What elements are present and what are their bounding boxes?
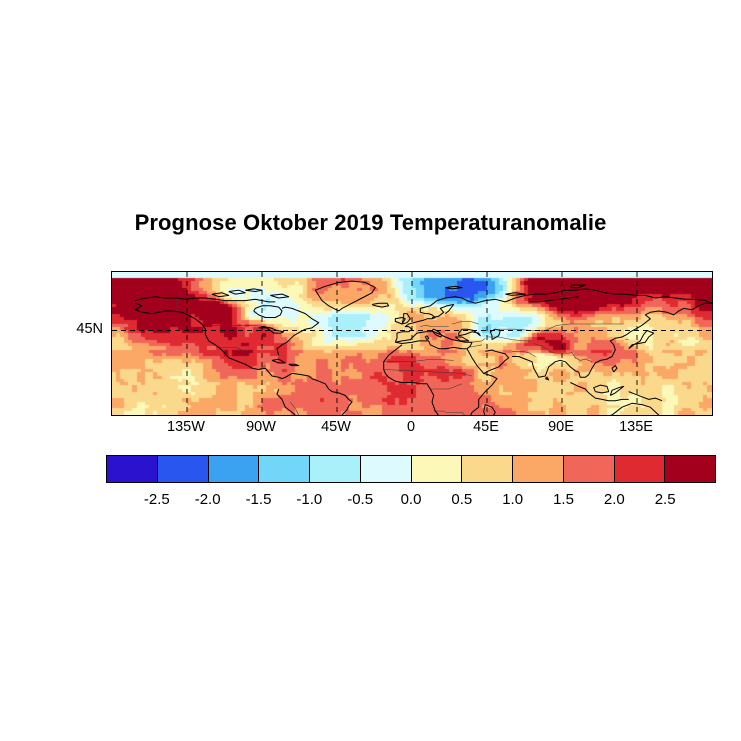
map-clip bbox=[112, 272, 712, 415]
longitude-tick-0: 0 bbox=[406, 419, 416, 435]
colorbar-label-1.5: 1.5 bbox=[553, 491, 574, 508]
colorbar-swatch-6 bbox=[411, 456, 463, 482]
colorbar-label--0.5: -0.5 bbox=[347, 491, 374, 508]
colorbar-label-0.5: 0.5 bbox=[451, 491, 473, 508]
colorbar-swatch-1 bbox=[157, 456, 209, 482]
colorbar-label--1.0: -1.0 bbox=[296, 491, 323, 508]
colorbar-label-2.5: 2.5 bbox=[654, 491, 676, 508]
longitude-tick-135W: 135W bbox=[167, 419, 205, 435]
colorbar-swatch-11 bbox=[665, 456, 715, 482]
latitude-tick-45N: 45N bbox=[76, 320, 103, 337]
map-plot-area bbox=[111, 271, 713, 416]
colorbar-swatch-3 bbox=[259, 456, 310, 482]
colorbar-swatch-7 bbox=[462, 456, 513, 482]
colorbar-label--2.0: -2.0 bbox=[194, 491, 221, 508]
colorbar-label--1.5: -1.5 bbox=[245, 491, 272, 508]
colorbar-label--2.5: -2.5 bbox=[143, 491, 170, 508]
colorbar-label-0.0: 0.0 bbox=[400, 491, 422, 508]
colorbar-swatch-2 bbox=[208, 456, 260, 482]
longitude-tick-135E: 135E bbox=[619, 419, 653, 435]
graticule-overlay bbox=[112, 272, 712, 415]
colorbar-label-2.0: 2.0 bbox=[603, 491, 625, 508]
colorbar bbox=[106, 455, 716, 483]
colorbar-swatch-5 bbox=[360, 456, 412, 482]
coastline-overlay bbox=[134, 280, 712, 415]
longitude-tick-90W: 90W bbox=[246, 419, 276, 435]
colorbar-swatch-8 bbox=[513, 456, 564, 482]
colorbar-swatch-10 bbox=[614, 456, 666, 482]
colorbar-label-1.0: 1.0 bbox=[502, 491, 524, 508]
colorbar-swatch-9 bbox=[563, 456, 615, 482]
colorbar-swatch-0 bbox=[107, 456, 158, 482]
longitude-tick-45E: 45E bbox=[473, 419, 499, 435]
longitude-tick-45W: 45W bbox=[321, 419, 351, 435]
longitude-tick-90E: 90E bbox=[548, 419, 574, 435]
chart-title: Prognose Oktober 2019 Temperaturanomalie bbox=[134, 210, 607, 235]
colorbar-swatch-4 bbox=[310, 456, 361, 482]
